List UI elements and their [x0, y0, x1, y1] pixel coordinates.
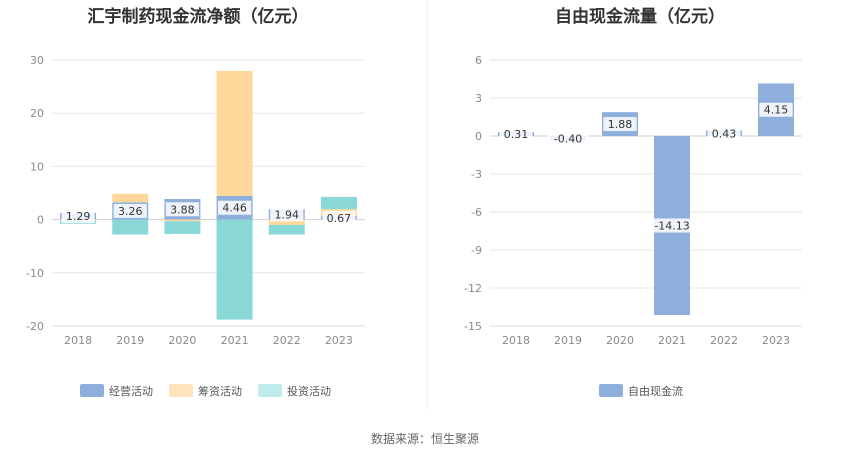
chart-title: 自由现金流量（亿元） [555, 6, 725, 27]
bar [268, 224, 305, 235]
data-label: -14.13 [654, 219, 689, 232]
legend-swatch [169, 384, 193, 397]
free-cashflow-chart: 自由现金流量（亿元） 6 3 0 -3 -6 -9 -12 -15 2018 2019 2020 202… [464, 6, 802, 398]
legend-swatch [258, 384, 282, 397]
chart-title: 汇宇制药现金流净额（亿元） [88, 6, 309, 27]
y-tick-label: 10 [30, 160, 44, 173]
data-label: 0.43 [712, 127, 737, 140]
y-tick-label: 6 [475, 54, 482, 67]
bar [164, 221, 201, 234]
legend-label: 经营活动 [109, 384, 153, 398]
data-label-bg [270, 207, 304, 222]
x-tick-label: 2023 [762, 334, 790, 347]
data-label: 1.29 [66, 210, 91, 223]
legend-swatch [599, 384, 623, 397]
y-tick-label: 0 [475, 130, 482, 143]
legend-label: 投资活动 [287, 384, 331, 398]
data-label: 3.88 [170, 203, 195, 216]
x-tick-label: 2021 [658, 334, 686, 347]
data-label: 0.31 [504, 128, 529, 141]
bar [320, 196, 357, 210]
data-label-bg [648, 218, 696, 233]
data-label-bg [217, 200, 252, 215]
legend-label: 自由现金流 [628, 384, 683, 398]
bar [164, 219, 201, 222]
y-tick-label: -6 [471, 206, 482, 219]
bar [112, 219, 149, 235]
bar [268, 219, 305, 225]
source-note: 数据来源：恒生聚源 [370, 432, 479, 446]
bar [216, 70, 253, 196]
legend-label: 筹资活动 [198, 384, 242, 398]
data-label-bg [707, 126, 741, 141]
data-label: 3.26 [118, 205, 143, 218]
data-label-bg [113, 203, 147, 218]
x-tick-label: 2023 [325, 334, 353, 347]
data-label-bg [603, 117, 637, 132]
y-tick-label: -15 [464, 320, 482, 333]
cashflow-net-chart: 汇宇制药现金流净额（亿元） 30 20 10 0 -10 -20 2018 2019 2020 20… [26, 6, 365, 398]
y-tick-label: -10 [26, 267, 44, 280]
data-label-bg [759, 102, 793, 117]
data-label: 1.94 [275, 208, 300, 221]
x-tick-label: 2019 [554, 334, 582, 347]
y-tick-label: 0 [37, 214, 44, 227]
x-tick-label: 2020 [606, 334, 634, 347]
data-label: 1.88 [608, 118, 633, 131]
y-tick-label: -20 [26, 320, 44, 333]
x-tick-label: 2018 [502, 334, 530, 347]
y-tick-label: -12 [464, 282, 482, 295]
data-label: 0.67 [327, 212, 352, 225]
y-tick-label: 30 [30, 54, 44, 67]
y-tick-label: 3 [475, 92, 482, 105]
y-tick-label: -3 [471, 168, 482, 181]
data-label: 4.15 [764, 104, 789, 117]
x-tick-label: 2018 [64, 334, 92, 347]
x-tick-label: 2022 [273, 334, 301, 347]
bar [216, 219, 253, 320]
data-label: -0.40 [554, 133, 582, 146]
x-tick-label: 2019 [116, 334, 144, 347]
legend-swatch [80, 384, 104, 397]
data-label-bg [548, 131, 588, 146]
x-tick-label: 2022 [710, 334, 738, 347]
y-tick-label: -9 [471, 244, 482, 257]
data-label-bg [165, 202, 200, 217]
y-tick-label: 20 [30, 107, 44, 120]
bar [112, 193, 149, 203]
data-label-bg [499, 127, 533, 142]
x-tick-label: 2020 [168, 334, 196, 347]
data-label-bg [322, 210, 356, 225]
data-label-bg [61, 209, 95, 224]
x-tick-label: 2021 [221, 334, 249, 347]
data-label: 4.46 [222, 202, 247, 215]
